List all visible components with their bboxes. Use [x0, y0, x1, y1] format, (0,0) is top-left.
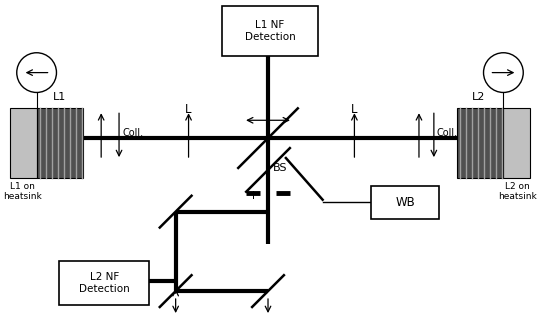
Bar — [37, 108, 83, 178]
Text: WB: WB — [395, 196, 415, 209]
Text: BS: BS — [273, 163, 287, 173]
Bar — [503, 108, 530, 178]
Text: L1: L1 — [53, 92, 66, 102]
Text: L2 on
heatsink: L2 on heatsink — [498, 182, 537, 201]
Text: I: I — [252, 191, 255, 201]
Text: L1 on
heatsink: L1 on heatsink — [3, 182, 42, 201]
Bar — [10, 108, 37, 178]
Circle shape — [17, 53, 57, 92]
Text: L: L — [351, 103, 357, 116]
Circle shape — [483, 53, 523, 92]
Bar — [59, 261, 149, 305]
Text: L2: L2 — [472, 92, 485, 102]
Bar — [222, 6, 318, 56]
Text: L2 NF
Detection: L2 NF Detection — [79, 272, 130, 294]
Bar — [372, 186, 439, 219]
Text: Coll.: Coll. — [122, 128, 143, 138]
Text: L1 NF
Detection: L1 NF Detection — [245, 20, 295, 42]
Text: L: L — [185, 103, 192, 116]
Bar — [457, 108, 503, 178]
Text: Coll.: Coll. — [437, 128, 458, 138]
